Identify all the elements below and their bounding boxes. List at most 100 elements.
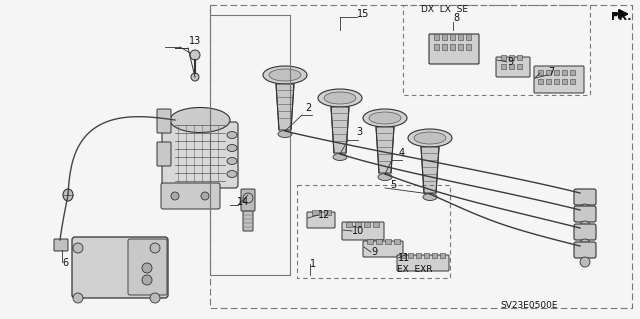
Ellipse shape: [63, 189, 73, 201]
FancyBboxPatch shape: [534, 66, 584, 93]
Bar: [562, 70, 567, 75]
Text: 11: 11: [398, 253, 410, 263]
Polygon shape: [331, 107, 349, 153]
Circle shape: [171, 192, 179, 200]
FancyBboxPatch shape: [496, 57, 530, 77]
Text: EX  EXR: EX EXR: [397, 265, 433, 275]
FancyBboxPatch shape: [161, 183, 220, 209]
Ellipse shape: [263, 66, 307, 84]
Bar: [373, 222, 379, 227]
Bar: [324, 210, 331, 215]
Text: 10: 10: [352, 226, 364, 236]
FancyBboxPatch shape: [241, 189, 255, 211]
Text: 9: 9: [371, 247, 377, 257]
FancyBboxPatch shape: [574, 224, 596, 240]
FancyBboxPatch shape: [307, 212, 335, 228]
Text: DX  LX  SE: DX LX SE: [421, 5, 468, 14]
Bar: [364, 222, 370, 227]
Bar: [538, 70, 543, 75]
Ellipse shape: [227, 145, 237, 152]
Text: 15: 15: [357, 9, 369, 19]
Bar: [517, 55, 522, 60]
Bar: [466, 44, 471, 50]
FancyBboxPatch shape: [157, 142, 171, 166]
FancyBboxPatch shape: [72, 237, 168, 298]
FancyBboxPatch shape: [574, 242, 596, 258]
FancyBboxPatch shape: [363, 241, 403, 257]
Ellipse shape: [227, 158, 237, 165]
Ellipse shape: [378, 174, 392, 181]
Circle shape: [190, 50, 200, 60]
Text: 4: 4: [399, 148, 405, 158]
Text: 5: 5: [390, 180, 396, 190]
Ellipse shape: [363, 109, 407, 127]
Ellipse shape: [227, 170, 237, 177]
Text: SV23E0500E: SV23E0500E: [500, 300, 557, 309]
Text: 9: 9: [507, 57, 513, 67]
Bar: [400, 253, 405, 258]
Bar: [376, 239, 382, 244]
Bar: [458, 44, 463, 50]
Text: 7: 7: [548, 67, 554, 77]
Bar: [562, 79, 567, 84]
Bar: [509, 55, 514, 60]
Bar: [554, 70, 559, 75]
FancyBboxPatch shape: [342, 222, 384, 240]
FancyBboxPatch shape: [574, 189, 596, 205]
Circle shape: [580, 257, 590, 267]
Bar: [394, 239, 400, 244]
Bar: [517, 64, 522, 69]
Bar: [312, 210, 319, 215]
Circle shape: [580, 221, 590, 231]
Bar: [570, 70, 575, 75]
Circle shape: [150, 243, 160, 253]
Bar: [442, 44, 447, 50]
Polygon shape: [376, 127, 394, 173]
Bar: [424, 253, 429, 258]
Polygon shape: [276, 84, 294, 130]
FancyBboxPatch shape: [429, 34, 479, 64]
Bar: [509, 64, 514, 69]
Bar: [450, 44, 455, 50]
Bar: [501, 64, 506, 69]
Bar: [440, 253, 445, 258]
Circle shape: [73, 243, 83, 253]
Circle shape: [191, 73, 199, 81]
Bar: [355, 222, 361, 227]
Circle shape: [201, 192, 209, 200]
Text: 2: 2: [305, 103, 311, 113]
Ellipse shape: [170, 108, 230, 132]
Text: 13: 13: [189, 36, 201, 46]
Ellipse shape: [278, 130, 292, 137]
FancyBboxPatch shape: [157, 109, 171, 133]
Circle shape: [243, 193, 253, 203]
FancyBboxPatch shape: [128, 239, 167, 295]
Circle shape: [150, 293, 160, 303]
Bar: [501, 55, 506, 60]
Text: 14: 14: [237, 197, 249, 207]
Text: FR.: FR.: [611, 12, 632, 22]
Bar: [432, 253, 437, 258]
Circle shape: [142, 263, 152, 273]
Bar: [546, 70, 551, 75]
Bar: [434, 44, 439, 50]
Circle shape: [142, 275, 152, 285]
Bar: [367, 239, 373, 244]
Bar: [458, 34, 463, 40]
Ellipse shape: [333, 153, 347, 160]
Ellipse shape: [318, 89, 362, 107]
Text: 6: 6: [62, 258, 68, 268]
Ellipse shape: [269, 69, 301, 81]
FancyBboxPatch shape: [397, 255, 449, 271]
Bar: [385, 239, 391, 244]
FancyBboxPatch shape: [243, 199, 253, 231]
Ellipse shape: [423, 194, 437, 201]
Bar: [546, 79, 551, 84]
FancyBboxPatch shape: [574, 206, 596, 222]
Bar: [570, 79, 575, 84]
Circle shape: [580, 204, 590, 214]
Polygon shape: [421, 147, 439, 193]
Ellipse shape: [227, 131, 237, 138]
Bar: [450, 34, 455, 40]
Bar: [442, 34, 447, 40]
